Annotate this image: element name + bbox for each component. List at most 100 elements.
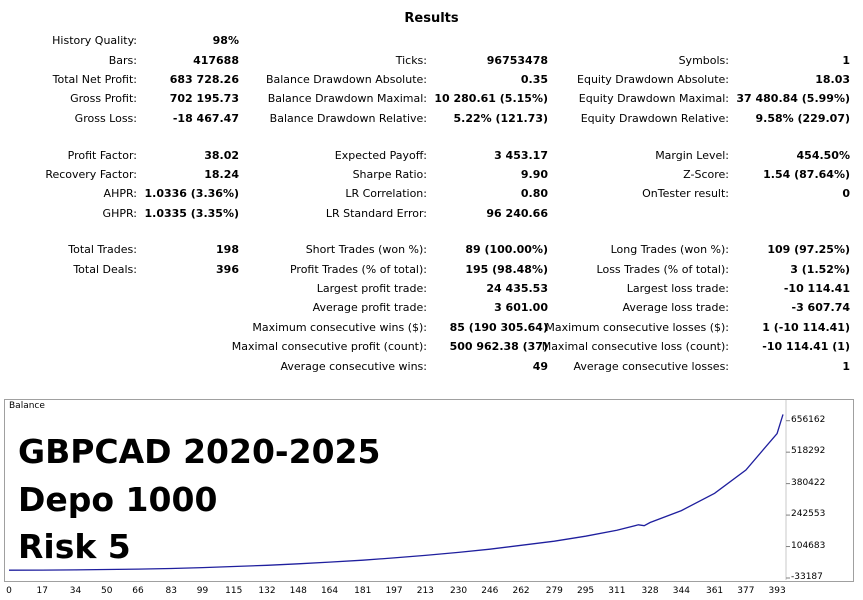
overlay-deposit: Depo 1000 [18,480,218,519]
y-tick-label: 380422 [791,477,826,488]
stat-label: Bars: [108,54,137,67]
stat-value: 3 453.17 [494,149,548,162]
stat-label: GHPR: [102,207,137,220]
stat-label: Average profit trade: [312,301,427,314]
overlay-symbol-period: GBPCAD 2020-2025 [18,432,381,471]
x-tick-label: 344 [672,586,690,596]
stat-value: -3 607.74 [791,301,851,314]
stat-value: 3 601.00 [494,301,548,314]
stat-value: 96753478 [486,54,548,67]
stat-value: 1.0335 (3.35%) [144,207,240,220]
stat-value: 1 (-10 114.41) [762,321,850,334]
y-tick-label: 104683 [791,540,826,551]
stat-label: Profit Factor: [67,149,137,162]
y-tick-label: 242553 [791,509,826,520]
stat-value: 0 [842,187,850,200]
balance-line [8,414,784,571]
x-tick-label: 295 [576,586,595,596]
x-tick-label: 230 [449,586,468,596]
stat-label: Short Trades (won %): [305,243,427,256]
stat-value: 1 [842,360,850,373]
stat-value: -10 114.41 [783,282,850,295]
stat-value: 18.24 [204,168,239,181]
stat-value: 500 962.38 (37) [449,340,548,353]
stat-value: 5.22% (121.73) [453,112,549,125]
x-tick-label: 328 [641,586,659,596]
stat-label: Equity Drawdown Absolute: [577,73,729,86]
x-tick-label: 99 [196,586,209,596]
x-tick-label: 262 [512,586,530,596]
x-tick-label: 181 [354,586,372,596]
x-tick-label: 66 [132,586,144,596]
chart-title: Balance [9,401,45,411]
stat-label: Loss Trades (% of total): [596,263,729,276]
stat-value: -18 467.47 [172,112,239,125]
stat-label: Recovery Factor: [45,168,137,181]
stat-label: Total Net Profit: [52,73,137,86]
stat-value: 417688 [193,54,239,67]
x-tick-label: 213 [416,586,434,596]
x-tick-label: 0 [6,586,12,596]
stat-label: Z-Score: [683,168,729,181]
stat-label: Average consecutive losses: [573,360,729,373]
stat-label: Total Deals: [73,263,137,276]
stat-value: 198 [216,243,239,256]
x-tick-label: 361 [705,586,724,596]
stat-label: Average consecutive wins: [280,360,427,373]
stat-value: 1.54 (87.64%) [763,168,850,181]
stat-label: Sharpe Ratio: [352,168,427,181]
stat-label: Largest loss trade: [626,282,729,295]
stat-label: Balance Drawdown Relative: [269,112,427,125]
stat-label: OnTester result: [642,187,729,200]
stat-label: Gross Profit: [70,92,137,105]
results-table: History Quality: 98% Bars: 417688 Ticks: 9675… [45,34,851,373]
x-tick-label: 34 [69,586,82,596]
stat-value: 0.35 [520,73,548,86]
stat-label: Maximum consecutive losses ($): [545,321,729,334]
stat-value: 49 [532,360,548,373]
x-tick-label: 115 [225,586,243,596]
stat-label: LR Standard Error: [325,207,427,220]
stat-label: Ticks: [395,54,427,67]
stat-label: Equity Drawdown Maximal: [578,92,729,105]
stat-label: Balance Drawdown Maximal: [267,92,427,105]
x-tick-label: 377 [737,586,755,596]
x-tick-label: 148 [289,586,307,596]
stat-value: 9.90 [520,168,548,181]
stat-label: LR Correlation: [345,187,427,200]
stat-label: Balance Drawdown Absolute: [265,73,427,86]
stat-label: Equity Drawdown Relative: [580,112,729,125]
y-tick-label: -33187 [791,572,823,582]
x-tick-label: 83 [165,586,177,596]
balance-chart: Balance [4,399,854,582]
stat-value: 1 [842,54,850,67]
stat-value: 18.03 [815,73,850,86]
overlay-risk: Risk 5 [18,527,131,566]
stat-value: 85 (190 305.64) [449,321,548,334]
stat-label: Average loss trade: [622,301,729,314]
stat-label: Symbols: [678,54,729,67]
results-title: Results [404,11,459,26]
stat-value: 454.50% [796,149,850,162]
stat-label: Profit Trades (% of total): [289,263,427,276]
stat-value: 195 (98.48%) [465,263,548,276]
x-tick-label: 197 [385,586,403,596]
stat-value: 0.80 [520,187,548,200]
stat-label: History Quality: [52,34,137,47]
stat-label: Gross Loss: [74,112,137,125]
x-tick-label: 246 [481,586,499,596]
x-tick-label: 279 [545,586,563,596]
stat-value: 3 (1.52%) [790,263,850,276]
y-tick-label: 518292 [791,446,826,457]
stat-label: Long Trades (won %): [610,243,729,256]
stat-value: 1.0336 (3.36%) [144,187,240,200]
stat-label: Maximal consecutive profit (count): [231,340,427,353]
stat-value: 683 728.26 [169,73,239,86]
stat-label: Maximal consecutive loss (count): [541,340,729,353]
stat-value: 109 (97.25%) [767,243,850,256]
stat-label: Expected Payoff: [334,149,427,162]
stat-label: Total Trades: [68,243,137,256]
stat-label: Margin Level: [655,149,729,162]
stat-value: 396 [216,263,239,276]
